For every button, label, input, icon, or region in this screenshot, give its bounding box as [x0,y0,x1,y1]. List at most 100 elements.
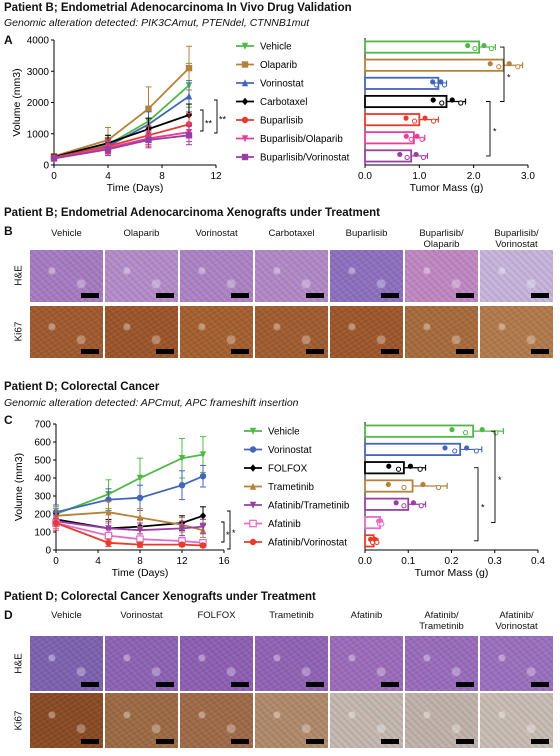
data-point [52,519,60,527]
he-stain-image [30,250,103,302]
data-point [104,531,113,540]
x-tick-label: 0.0 [358,171,372,182]
significance-label: * [226,530,230,540]
panel-a-subtitle: Genomic alteration detected: PIK3CAmut, … [4,17,310,29]
data-point [420,154,427,161]
he-stain-image [105,250,178,302]
row-label: Ki67 [13,710,25,731]
panel-a-charts: 0 1000 2000 3000 4000 0 4 8 12 Time (Days) Volume … [11,36,535,195]
data-point [385,481,391,488]
legend-label: Buparlisib [260,116,304,127]
significance-bracket [221,521,225,543]
legend-label: Buparlisib/Olaparib [260,134,343,145]
column-label: Trametinib [269,610,314,621]
data-point [408,136,414,142]
legend-label: Afatinib [268,519,301,530]
x-tick-label: 8 [159,171,165,182]
data-point [407,463,414,469]
significance-bracket [500,46,505,102]
panel-c-letter: C [4,413,13,427]
data-point [449,97,455,103]
data-point [442,445,448,451]
scale-bar [231,682,249,687]
bar [364,113,421,127]
ki67-stain-image [30,306,103,358]
scale-bar [81,739,99,744]
chart-a-growth: 0 1000 2000 3000 4000 0 4 8 12 Time (Days) Volume … [11,36,350,195]
data-point [472,45,478,52]
he-stain-image [255,250,328,302]
data-point [430,97,436,103]
scale-bar [156,293,174,298]
scale-bar [531,682,549,687]
he-stain-image [405,636,478,691]
column-label: Afatinib [350,610,383,621]
x-axis-label: Time (Days) [107,182,164,194]
legend-label: Vehicle [268,427,300,438]
ki67-stain-image [480,693,553,748]
chart-c-mass: 0.0 0.1 0.2 0.3 0.4 Tumor Mass (g) * * [358,422,545,579]
he-stain-image [180,636,253,691]
legend-marker [249,427,257,435]
data-point [105,539,112,546]
data-point [395,466,402,472]
data-point [401,484,407,491]
x-tick-label: 8 [137,556,143,567]
significance-label: * [498,475,502,485]
he-stain-image [255,636,328,691]
data-point [199,451,207,459]
y-tick-label: 100 [34,528,51,539]
data-point [145,105,152,112]
chart-c-growth: 0 100 200 300 400 500 600 700 0 4 8 12 16 Time (Days)… [13,420,350,580]
ki67-stain-image [255,306,328,358]
data-point [515,64,521,70]
legend-marker [241,135,249,143]
significance-bracket [200,109,204,132]
column-label: Afatinib/ Trametinib [419,610,464,632]
legend-label: Trametinib [268,482,314,493]
data-point [145,136,152,144]
scale-bar [156,682,174,687]
y-tick-label: 400 [34,474,51,485]
data-point [488,45,494,52]
panel-d-letter: D [4,608,13,622]
legend-marker [249,464,257,472]
data-point [404,154,410,161]
data-point [379,521,385,527]
data-point [439,100,445,106]
data-point [430,79,436,85]
data-point [199,542,207,549]
he-stain-image [330,636,403,691]
x-tick-label: 0.2 [445,556,459,567]
y-tick-label: 0 [43,161,49,172]
series-line [53,123,190,159]
x-tick-label: 0 [51,171,57,182]
data-point [414,133,420,139]
data-point [403,133,409,139]
x-axis-label: Tumor Mass (g) [415,567,489,579]
scale-bar [306,293,324,298]
data-point [420,481,426,488]
panel-b-header: Patient B; Endometrial Adenocarcinoma Xe… [4,207,380,219]
data-point [481,42,487,49]
data-point [458,100,464,106]
significance-label: ** [219,115,227,125]
panel-a-header: Patient B; Endometrial Adenocarcinoma In… [4,2,352,14]
data-point [430,118,437,124]
x-axis-label: Tumor Mass (g) [410,182,484,194]
significance-label: * [232,528,236,538]
data-point [422,115,428,121]
scale-bar [306,349,324,354]
row-label: H&E [13,652,25,674]
scale-bar [381,739,399,744]
data-point [178,525,186,533]
bar [364,497,410,511]
data-point [374,539,380,545]
scale-bar [381,349,399,354]
scale-bar [306,682,324,687]
data-point [411,118,418,124]
data-point [401,503,407,509]
legend-marker [249,519,257,528]
data-point [464,445,470,451]
x-tick-label: 1.0 [412,171,426,182]
